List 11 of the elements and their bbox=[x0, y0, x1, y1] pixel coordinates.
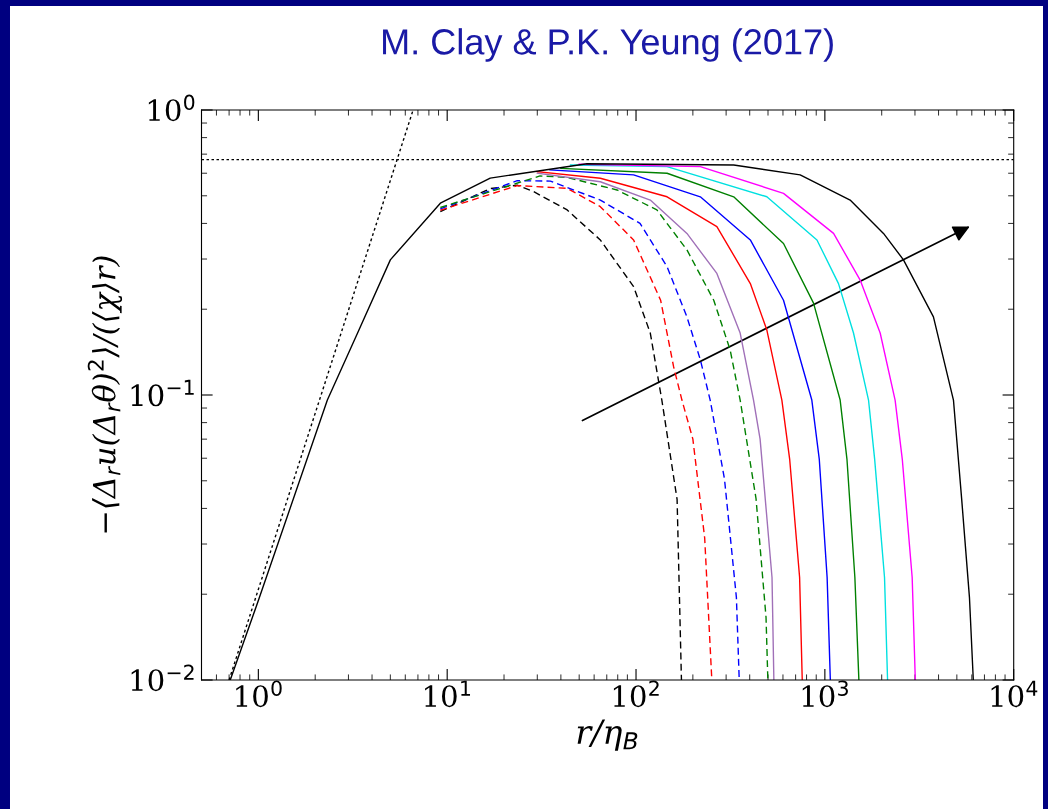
x-tick-label: 10$^{1}$ bbox=[425, 680, 471, 708]
y-axis-title: −⟨Δ$_{r}$u(Δ$_{r}$θ)$^{2}$⟩/(⟨χ⟩r) bbox=[87, 256, 123, 533]
y-tick-label: 10$^{−2}$ bbox=[131, 664, 194, 692]
y-tick-label: 10$^{−1}$ bbox=[131, 379, 194, 407]
x-tick-label: 10$^{4}$ bbox=[991, 680, 1038, 708]
y-tick-label: 10$^{0}$ bbox=[148, 94, 195, 122]
x-tick-label: 10$^{0}$ bbox=[236, 680, 282, 708]
x-tick-label: 10$^{3}$ bbox=[802, 680, 848, 708]
chart-title: M. Clay & P.K. Yeung (2017) bbox=[383, 28, 833, 62]
x-tick-label: 10$^{2}$ bbox=[613, 680, 659, 708]
x-axis-title: r/η$_{B}$ bbox=[577, 719, 638, 751]
